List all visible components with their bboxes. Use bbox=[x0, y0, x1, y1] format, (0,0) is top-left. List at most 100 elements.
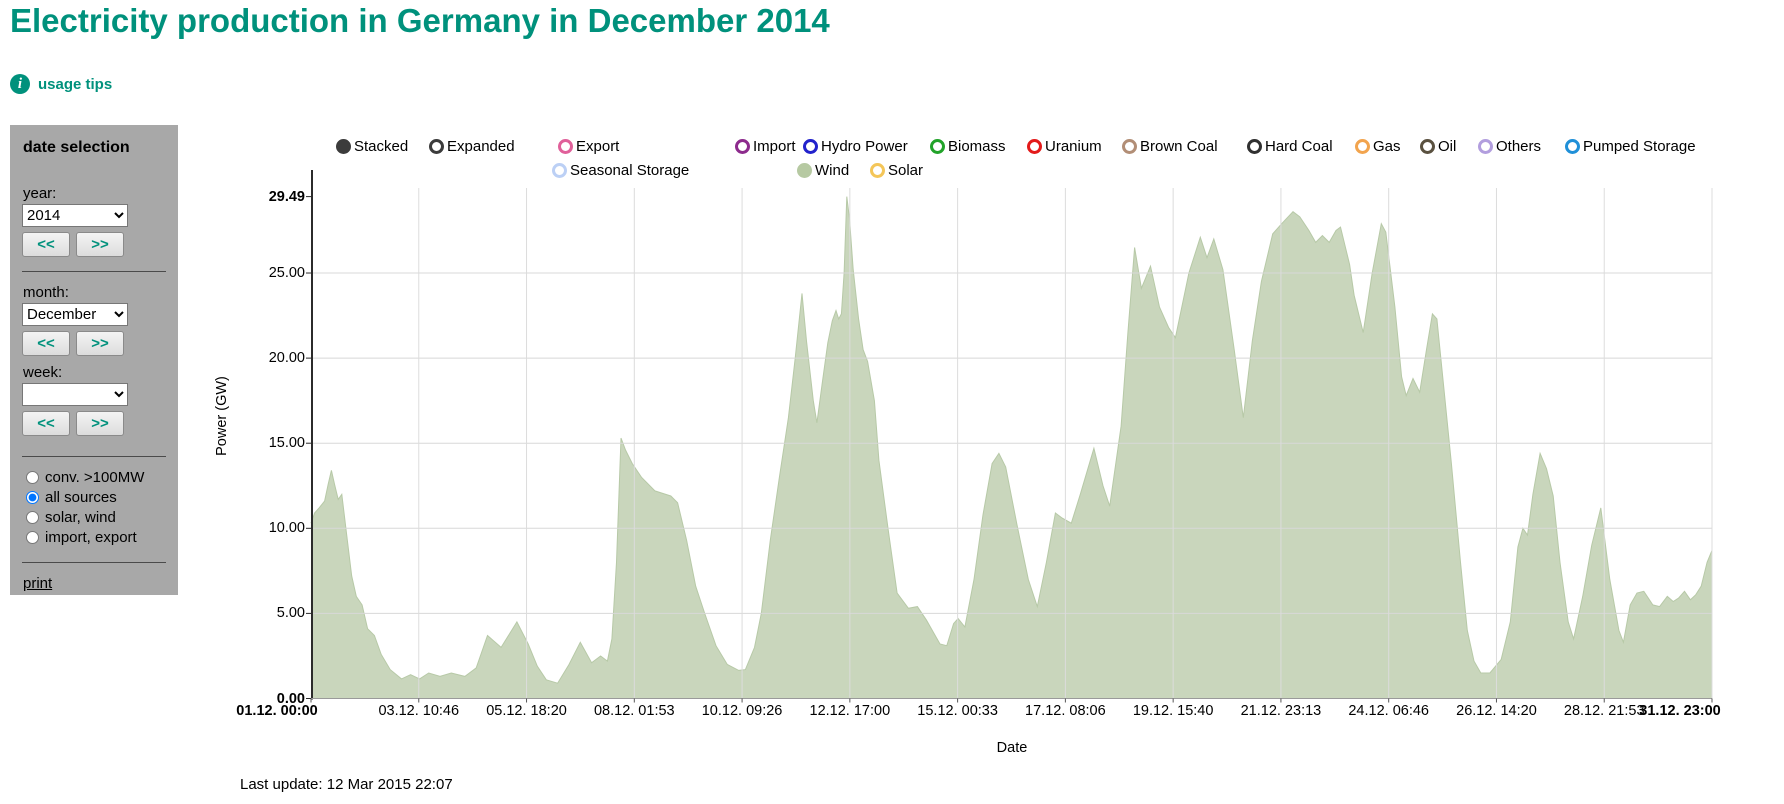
legend-label: Gas bbox=[1373, 138, 1401, 155]
legend-label: Uranium bbox=[1045, 138, 1102, 155]
x-tick-label: 01.12. 00:00 bbox=[236, 703, 318, 719]
legend-item-gas[interactable]: Gas bbox=[1355, 138, 1401, 155]
x-tick-label: 21.12. 23:13 bbox=[1240, 703, 1322, 719]
week-next-button[interactable]: >> bbox=[76, 411, 124, 436]
x-tick-label: 15.12. 00:33 bbox=[917, 703, 998, 719]
legend-swatch-icon bbox=[558, 139, 573, 154]
legend-item-uranium[interactable]: Uranium bbox=[1027, 138, 1102, 155]
legend-label: Export bbox=[576, 138, 620, 155]
legend-label: Oil bbox=[1438, 138, 1457, 155]
legend-item-export[interactable]: Export bbox=[558, 138, 619, 155]
legend-label: Hard Coal bbox=[1265, 138, 1333, 155]
legend-swatch-icon bbox=[1420, 139, 1435, 154]
legend-swatch-icon bbox=[1027, 139, 1042, 154]
radio-option-solar-wind[interactable]: solar, wind bbox=[26, 509, 178, 526]
y-tick-label: 29.49 bbox=[268, 188, 305, 205]
legend-swatch-icon bbox=[1122, 139, 1137, 154]
legend-item-hydro-power[interactable]: Hydro Power bbox=[803, 138, 908, 155]
month-prev-button[interactable]: << bbox=[22, 331, 70, 356]
year-label: year: bbox=[23, 185, 57, 202]
legend-item-solar[interactable]: Solar bbox=[870, 162, 923, 179]
legend-label: Biomass bbox=[948, 138, 1006, 155]
wind-area-chart[interactable] bbox=[306, 170, 1713, 704]
radio-label: conv. >100MW bbox=[45, 469, 145, 486]
year-prev-button[interactable]: << bbox=[22, 232, 70, 257]
legend-label: Brown Coal bbox=[1140, 138, 1218, 155]
x-tick-label: 31.12. 23:00 bbox=[1639, 703, 1721, 719]
radio-option-import-export[interactable]: import, export bbox=[26, 529, 178, 546]
month-next-button[interactable]: >> bbox=[76, 331, 124, 356]
x-tick-label: 19.12. 15:40 bbox=[1132, 703, 1214, 719]
info-icon: i bbox=[10, 74, 30, 94]
x-tick-label: 08.12. 01:53 bbox=[593, 703, 675, 719]
legend-swatch-icon bbox=[336, 139, 351, 154]
legend-swatch-icon bbox=[1355, 139, 1370, 154]
x-tick-label: 26.12. 14:20 bbox=[1456, 703, 1537, 719]
x-tick-label: 24.12. 06:46 bbox=[1348, 703, 1429, 719]
legend-item-expanded[interactable]: Expanded bbox=[429, 138, 515, 155]
legend-swatch-icon bbox=[797, 163, 812, 178]
legend-item-hard-coal[interactable]: Hard Coal bbox=[1247, 138, 1333, 155]
x-axis-title: Date bbox=[996, 740, 1028, 756]
week-label: week: bbox=[23, 364, 63, 381]
radio-input[interactable] bbox=[26, 531, 39, 544]
legend-label: Import bbox=[753, 138, 796, 155]
wind-area-series bbox=[311, 196, 1712, 699]
y-tick-label: 10.00 bbox=[268, 520, 305, 537]
legend-item-import[interactable]: Import bbox=[735, 138, 796, 155]
legend-swatch-icon bbox=[803, 139, 818, 154]
legend-item-seasonal-storage[interactable]: Seasonal Storage bbox=[552, 162, 689, 179]
month-label: month: bbox=[23, 284, 69, 301]
print-link[interactable]: print bbox=[23, 575, 53, 592]
x-tick-label: 05.12. 18:20 bbox=[486, 703, 567, 719]
divider bbox=[22, 456, 166, 457]
radio-input[interactable] bbox=[26, 491, 39, 504]
y-axis-title: Power (GW) bbox=[214, 376, 230, 456]
radio-input[interactable] bbox=[26, 511, 39, 524]
radio-input[interactable] bbox=[26, 471, 39, 484]
legend-label: Seasonal Storage bbox=[570, 162, 690, 179]
legend-item-pumped-storage[interactable]: Pumped Storage bbox=[1565, 138, 1696, 155]
usage-tips-link[interactable]: i usage tips bbox=[10, 74, 112, 94]
radio-option-all-sources[interactable]: all sources bbox=[26, 489, 178, 506]
legend-label: Wind bbox=[815, 162, 850, 179]
month-select[interactable]: December bbox=[22, 303, 128, 326]
week-select[interactable] bbox=[22, 383, 128, 406]
y-tick-label: 25.00 bbox=[268, 265, 305, 282]
legend-label: Stacked bbox=[354, 138, 409, 155]
radio-label: import, export bbox=[45, 529, 137, 546]
last-update-text: Last update: 12 Mar 2015 22:07 bbox=[240, 776, 453, 793]
legend-swatch-icon bbox=[870, 163, 885, 178]
legend-swatch-icon bbox=[735, 139, 750, 154]
source-radio-group: conv. >100MW all sources solar, wind import… bbox=[10, 469, 178, 546]
legend-item-brown-coal[interactable]: Brown Coal bbox=[1122, 138, 1218, 155]
y-tick-label: 15.00 bbox=[268, 435, 305, 452]
legend-label: Hydro Power bbox=[821, 138, 908, 155]
legend-item-stacked[interactable]: Stacked bbox=[336, 138, 408, 155]
legend-swatch-icon bbox=[1565, 139, 1580, 154]
y-tick-label: 5.00 bbox=[276, 605, 305, 622]
radio-label: all sources bbox=[45, 489, 117, 506]
legend-swatch-icon bbox=[1478, 139, 1493, 154]
legend-swatch-icon bbox=[1247, 139, 1262, 154]
x-tick-label: 12.12. 17:00 bbox=[809, 703, 891, 719]
divider bbox=[22, 271, 166, 272]
divider bbox=[22, 562, 166, 563]
legend-label: Others bbox=[1496, 138, 1542, 155]
legend-item-wind[interactable]: Wind bbox=[797, 162, 849, 179]
year-next-button[interactable]: >> bbox=[76, 232, 124, 257]
x-tick-label: 17.12. 08:06 bbox=[1025, 703, 1106, 719]
y-tick-label: 20.00 bbox=[268, 350, 305, 367]
legend-label: Solar bbox=[888, 162, 924, 179]
week-prev-button[interactable]: << bbox=[22, 411, 70, 436]
legend-item-biomass[interactable]: Biomass bbox=[930, 138, 1006, 155]
radio-option-conv-100mw[interactable]: conv. >100MW bbox=[26, 469, 178, 486]
panel-title: date selection bbox=[23, 139, 130, 156]
legend-item-oil[interactable]: Oil bbox=[1420, 138, 1456, 155]
legend-item-others[interactable]: Others bbox=[1478, 138, 1541, 155]
date-selection-panel: date selection year: 2014 << >> month: D… bbox=[10, 125, 178, 595]
legend-label: Expanded bbox=[447, 138, 515, 155]
usage-tips-label: usage tips bbox=[38, 75, 113, 93]
year-select[interactable]: 2014 bbox=[22, 204, 128, 227]
